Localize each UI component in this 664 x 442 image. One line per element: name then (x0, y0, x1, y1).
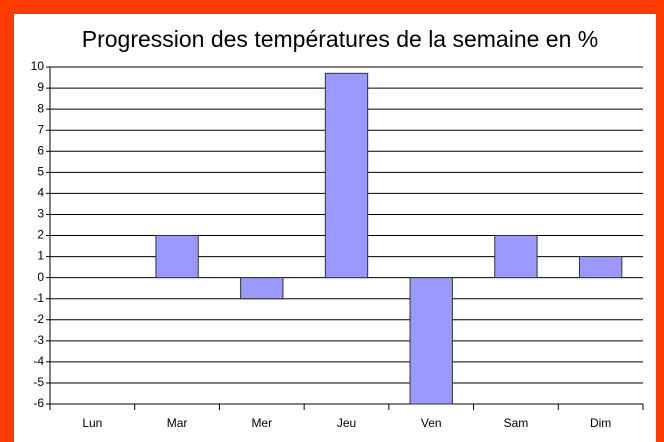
y-tick-label: 1 (37, 249, 44, 263)
frame-right (656, 0, 664, 442)
bar (494, 235, 538, 279)
y-tick-label: 9 (37, 80, 44, 94)
x-tick-label: Ven (421, 416, 442, 430)
bar (578, 256, 623, 279)
x-tick-label: Mer (251, 416, 272, 430)
bar (240, 277, 284, 300)
y-tick-label: -2 (33, 312, 44, 326)
bar (155, 235, 199, 279)
y-tick-label: 8 (37, 101, 44, 115)
y-tick-label: 6 (37, 143, 44, 157)
y-tick-label: 4 (37, 186, 44, 200)
frame-left (0, 0, 14, 442)
y-tick-label: -4 (33, 354, 44, 368)
y-tick-label: 0 (37, 270, 44, 284)
y-tick-label: -5 (33, 375, 44, 389)
y-tick-label: -3 (33, 333, 44, 347)
chart-title: Progression des températures de la semai… (82, 26, 599, 52)
bar (324, 72, 369, 279)
x-tick-label: Mar (167, 416, 188, 430)
bar (409, 277, 453, 405)
y-tick-label: 2 (37, 228, 44, 242)
x-tick-label: Lun (82, 416, 102, 430)
y-tick-label: 3 (37, 207, 44, 221)
y-tick-label: -1 (33, 291, 44, 305)
y-tick-label: 5 (37, 164, 44, 178)
x-tick-label: Sam (504, 416, 529, 430)
y-tick-label: 10 (31, 59, 45, 73)
x-tick-label: Jeu (337, 416, 356, 430)
y-tick-label: -6 (33, 396, 44, 410)
x-tick-label: Dim (590, 416, 611, 430)
y-tick-label: 7 (37, 122, 44, 136)
frame-top (0, 0, 664, 14)
